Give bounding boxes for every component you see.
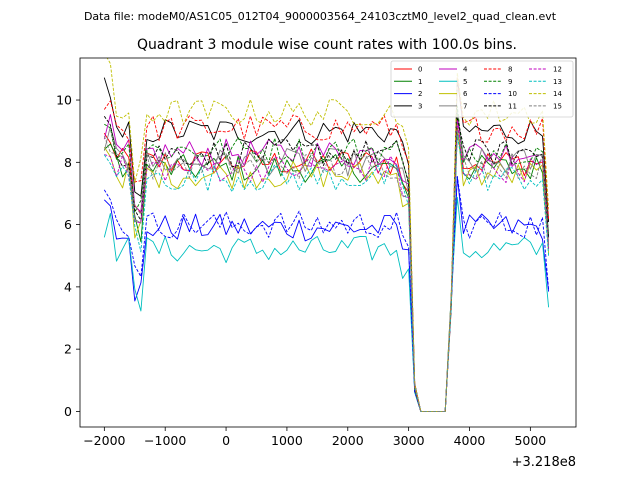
legend-box [390,60,574,118]
series-line-11 [103,116,550,412]
y-tick-label: 8 [64,155,72,170]
y-axis: 0 2 4 6 8 10 [56,93,80,419]
x-tick-label: −1000 [144,433,186,448]
legend-label-11: 11 [508,102,517,110]
y-tick-label: 0 [64,404,72,419]
series-line-5 [103,196,550,412]
series-line-8 [103,76,550,412]
series-line-15 [103,129,550,412]
legend-label-6: 6 [463,90,468,98]
x-tick-label: 3000 [393,433,425,448]
legend-label-15: 15 [553,102,562,110]
series-layer [103,58,550,412]
legend-label-14: 14 [553,90,562,98]
series-line-2 [103,176,550,412]
series-line-10 [103,175,550,412]
axes-frame [79,57,577,428]
y-tick-label: 6 [64,217,72,232]
series-line-9 [104,105,550,412]
legend-label-1: 1 [418,78,422,86]
legend-label-0: 0 [418,66,422,74]
x-tick-label: 1000 [271,433,303,448]
suptitle: Data file: modeM0/AS1C05_012T04_90000035… [84,10,557,23]
chart-title: Quadrant 3 module wise count rates with … [137,37,517,53]
x-tick-label: 5000 [514,433,546,448]
x-tick-label: 4000 [454,433,486,448]
y-tick-label: 2 [64,342,72,357]
legend-label-12: 12 [553,66,562,74]
series-line-13 [103,135,550,412]
x-tick-label: −2000 [83,433,125,448]
legend-label-5: 5 [463,78,467,86]
legend-label-9: 9 [508,78,512,86]
legend-label-7: 7 [463,102,467,110]
legend-label-4: 4 [463,66,468,74]
series-line-0 [103,127,550,412]
legend-label-13: 13 [553,78,562,86]
legend-label-3: 3 [418,102,422,110]
x-axis: −2000 −1000 0 1000 2000 3000 4000 5000 [83,427,546,448]
y-tick-label: 10 [56,93,72,108]
series-line-6 [103,124,550,412]
series-line-7 [103,110,550,412]
legend-label-8: 8 [508,66,512,74]
legend-label-10: 10 [508,90,517,98]
x-offset-label: +3.218e8 [512,455,576,470]
x-tick-label: 2000 [332,433,364,448]
y-tick-label: 4 [64,279,72,294]
legend-label-2: 2 [418,90,422,98]
x-tick-label: 0 [222,433,230,448]
